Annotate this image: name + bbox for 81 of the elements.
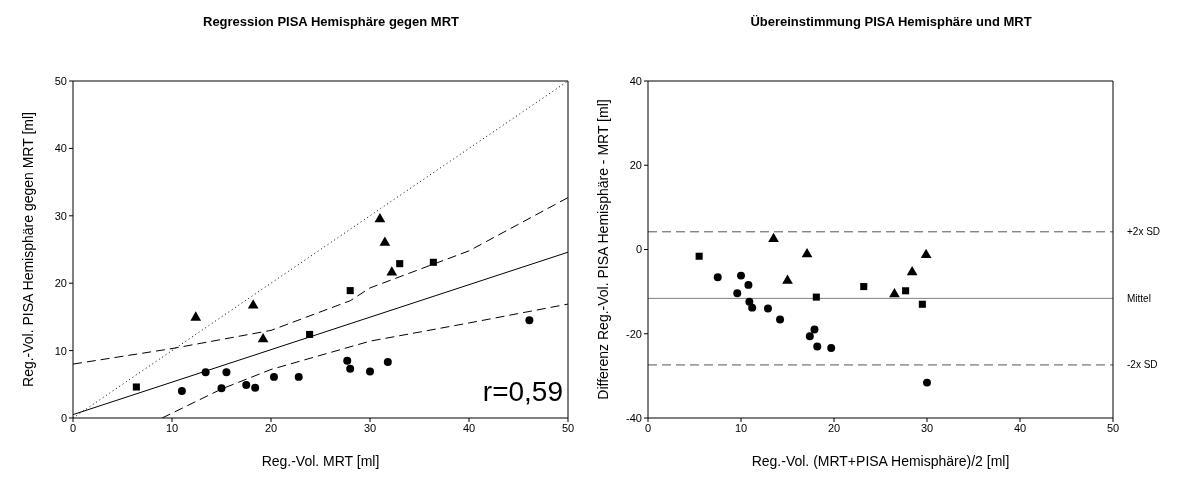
point — [801, 247, 813, 258]
point — [782, 274, 793, 284]
point — [813, 342, 822, 351]
x-tick-label: 40 — [1013, 421, 1027, 434]
point — [695, 252, 703, 260]
point — [860, 283, 868, 291]
point — [132, 383, 140, 391]
point — [379, 236, 391, 246]
x-tick-label: 50 — [561, 421, 575, 434]
point — [217, 384, 226, 393]
point — [294, 372, 303, 381]
x-tick-label: 0 — [69, 421, 77, 434]
point — [737, 271, 745, 280]
point — [269, 372, 278, 381]
point — [923, 378, 931, 387]
ref-line-label: Mittel — [1127, 292, 1151, 304]
point — [776, 315, 785, 324]
y-tick-label: -40 — [626, 411, 642, 424]
x-tick-label: 50 — [1106, 421, 1120, 434]
point — [343, 356, 352, 365]
point — [177, 387, 186, 396]
x-tick-label: 30 — [363, 421, 377, 434]
x-axis-title: Reg.-Vol. (MRT+PISA Hemisphäre)/2 [ml] — [751, 453, 1010, 469]
x-tick-label: 40 — [462, 421, 476, 434]
point — [366, 367, 374, 376]
point — [247, 299, 259, 309]
ref-line-label: +2x SD — [1127, 226, 1161, 238]
point — [201, 368, 210, 377]
point — [257, 332, 269, 343]
point — [346, 364, 355, 373]
point — [805, 332, 814, 341]
point — [242, 380, 251, 389]
point — [251, 383, 260, 392]
x-tick-label: 0 — [644, 421, 652, 434]
y-tick-label: -20 — [626, 327, 642, 340]
point — [768, 232, 779, 243]
y-tick-label: 10 — [54, 344, 67, 357]
point — [902, 287, 910, 295]
point — [190, 311, 202, 321]
y-tick-label: 20 — [54, 277, 67, 290]
point — [763, 304, 772, 313]
y-axis-title: Reg.-Vol. PISA Hemisphäre gegen MRT [ml] — [19, 112, 36, 387]
point — [906, 266, 918, 276]
y-tick-label: 40 — [54, 142, 67, 155]
y-tick-label: 0 — [60, 411, 67, 424]
annotation: r=0,59 — [482, 376, 563, 408]
x-tick-label: 20 — [827, 421, 841, 434]
point — [386, 266, 398, 276]
x-axis-title: Reg.-Vol. MRT [ml] — [261, 453, 380, 469]
point — [745, 297, 754, 306]
y-tick-label: 30 — [54, 209, 67, 222]
point — [812, 293, 820, 301]
point — [306, 330, 314, 338]
y-tick-label: 0 — [635, 243, 642, 256]
y-tick-label: 50 — [54, 74, 67, 87]
point — [889, 287, 900, 298]
y-axis-title: Differenz Reg.-Vol. PISA Hemisphäre - MRT [ml] — [594, 99, 611, 400]
x-tick-label: 20 — [264, 421, 278, 434]
chart-title: Übereinstimmung PISA Hemisphäre und MRT — [749, 14, 1033, 29]
x-tick-label: 10 — [165, 421, 179, 434]
point — [733, 289, 742, 298]
point — [429, 258, 437, 266]
point — [525, 316, 534, 325]
point — [744, 280, 753, 289]
point — [918, 300, 926, 308]
y-tick-label: 20 — [629, 159, 642, 172]
point — [920, 248, 932, 259]
y-tick-label: 40 — [629, 74, 642, 87]
point — [383, 358, 392, 367]
point — [374, 212, 386, 223]
point — [396, 260, 404, 268]
point — [222, 368, 231, 377]
point — [713, 273, 722, 282]
point — [748, 303, 757, 312]
x-tick-label: 30 — [920, 421, 934, 434]
point — [346, 287, 354, 295]
chart-title: Regression PISA Hemisphäre gegen MRT — [202, 14, 460, 29]
ref-line-label: -2x SD — [1127, 359, 1158, 371]
point — [827, 344, 836, 353]
x-tick-label: 10 — [734, 421, 748, 434]
point — [810, 325, 819, 334]
